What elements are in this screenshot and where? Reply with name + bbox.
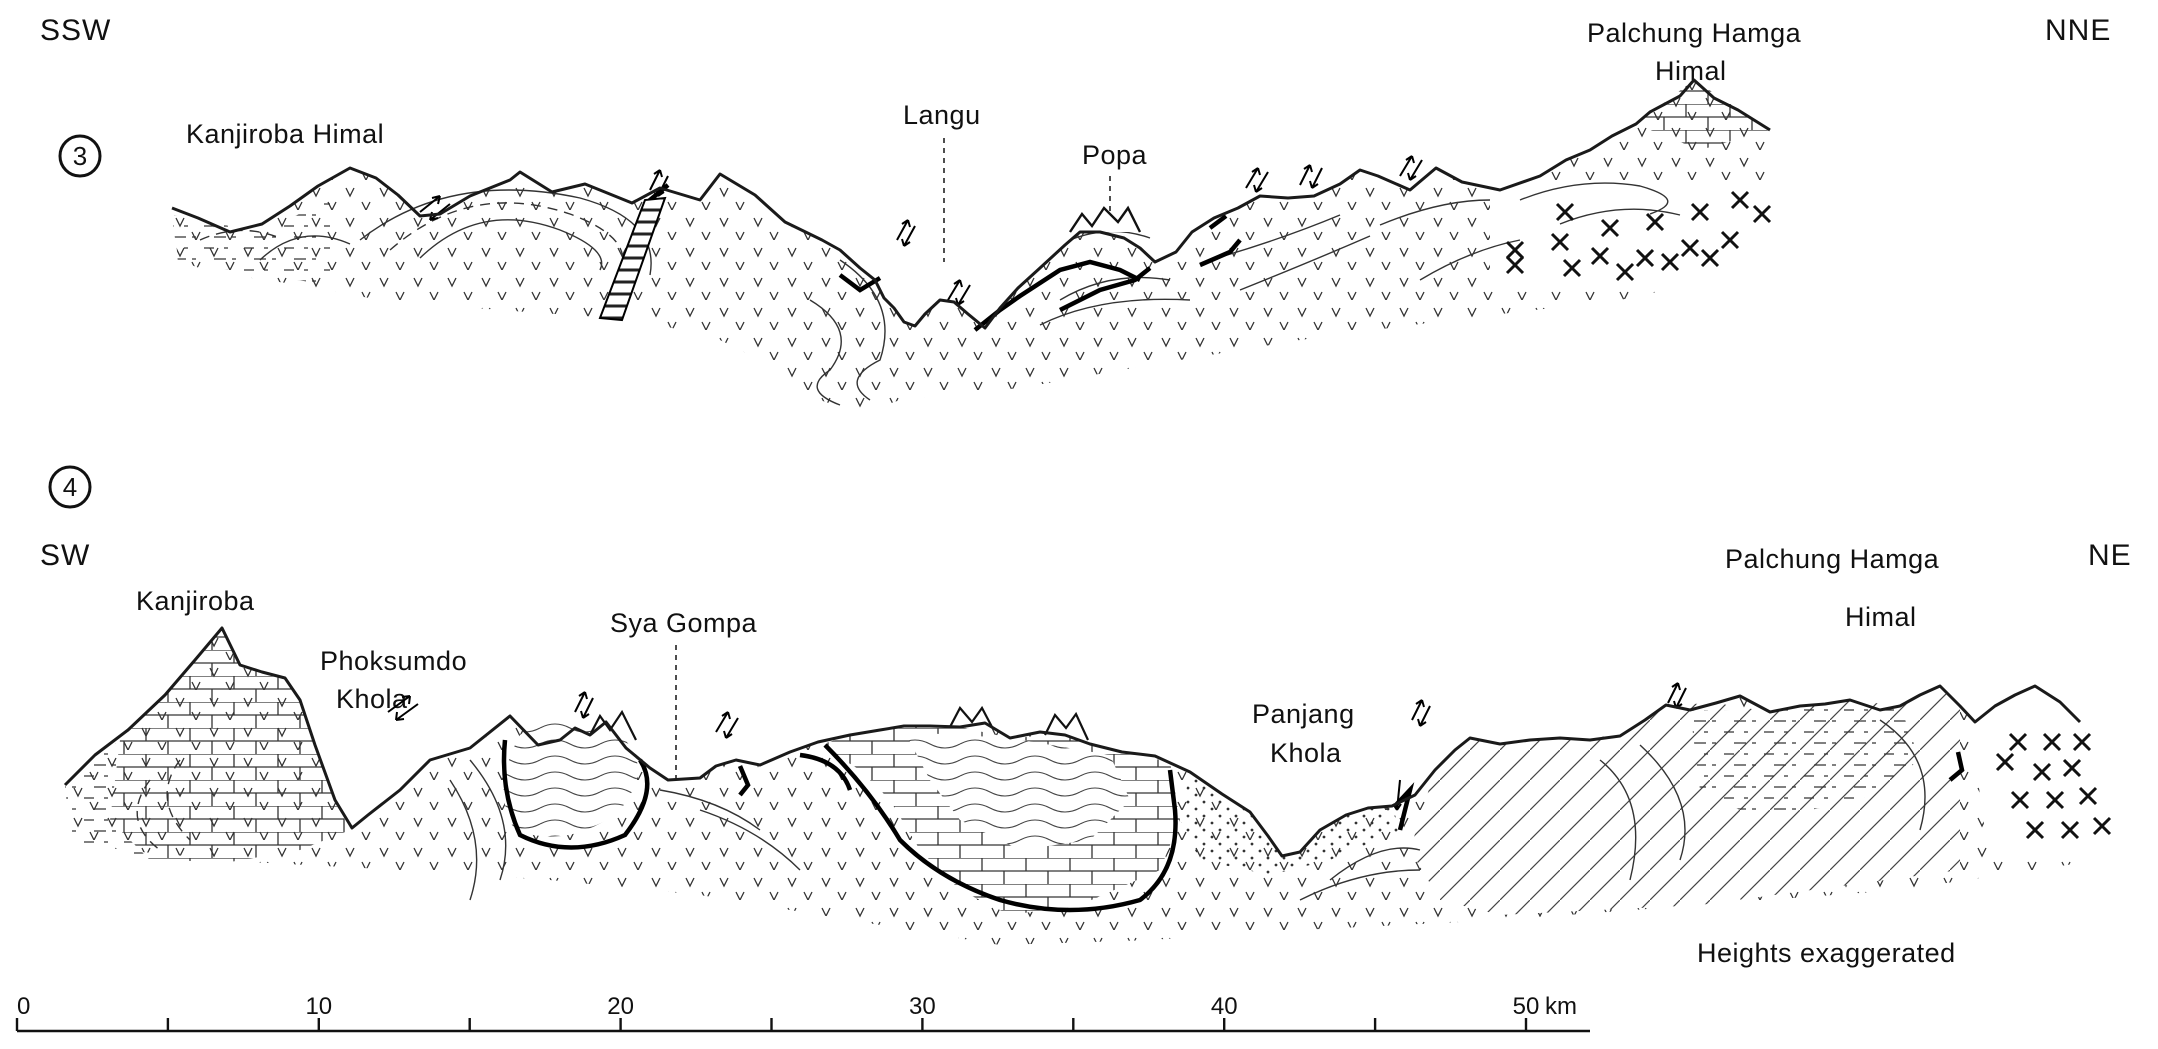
granite-cross-mark [2025,820,2045,840]
section4-right-direction: NE [2088,539,2132,572]
section-3: SSW NNE 3 Kanjiroba Himal Langu Popa Pal… [40,14,2111,414]
granite-cross-mark [1505,255,1525,275]
section3-fault-arrows [419,155,1423,306]
granite-cross-mark [2042,732,2062,752]
section4-thick-horizons [501,739,1965,913]
section3-granite-zone [1490,180,1770,290]
label-phoksumdo-line2: Khola [336,684,408,714]
granite-cross-mark [2060,820,2080,840]
section3-rock-body [172,80,1770,414]
section4-number: 4 [63,472,77,502]
scale-tick-label: 20 [607,993,634,1020]
scale-tick-label: 10 [305,993,332,1020]
label-panjang-line2: Khola [1270,738,1342,768]
label-palchung-hamga-3-line2: Himal [1655,56,1727,86]
section3-right-direction: NNE [2045,14,2111,47]
label-phoksumdo-line1: Phoksumdo [320,646,467,676]
granite-cross-mark [1590,246,1610,266]
granite-cross-mark [1690,202,1710,222]
granite-cross-mark [1995,752,2015,772]
granite-cross-mark [1720,230,1740,250]
section4-dotted-sandstone [1180,772,1400,875]
heights-exaggerated-note: Heights exaggerated [1697,938,1956,968]
label-kanjiroba-himal: Kanjiroba Himal [186,119,384,149]
section3-number: 3 [73,141,87,171]
scale-tick-label: 30 [909,993,936,1020]
section4-number-circle: 4 [48,465,92,509]
label-kanjiroba: Kanjiroba [136,586,255,616]
granite-cross-mark [1550,232,1570,252]
section3-number-circle: 3 [58,134,102,178]
granite-cross-mark [1730,190,1750,210]
scale-unit: km [1545,993,1577,1020]
granite-cross-mark [1505,240,1525,260]
section3-popa-crest [1069,205,1142,233]
label-popa: Popa [1082,140,1148,170]
section3-granite-crosses [1505,190,1772,282]
section3-dike [598,196,667,322]
granite-cross-mark [2008,732,2028,752]
label-palchung-hamga-3-line1: Palchung Hamga [1587,18,1802,48]
section4-kanjiroba-dash-beds [65,740,150,860]
scale-tick-label: 0 [17,993,30,1020]
section3-dashed-beds [172,200,330,285]
section3-palchung-limestone [1636,80,1770,150]
section4-crest-sya [589,709,637,741]
scale-bar-ticks [15,1018,1528,1031]
label-sya-gompa: Sya Gompa [610,608,758,638]
granite-cross-mark [2010,790,2030,810]
granite-cross-mark [1555,202,1575,222]
section4-granite-zone [1975,686,2100,860]
label-palchung-hamga-4-line2: Himal [1845,602,1917,632]
granite-cross-mark [1635,248,1655,268]
section4-ne-dash-overlay [1690,700,1920,820]
granite-cross-mark [1600,218,1620,238]
label-langu: Langu [903,100,981,130]
section4-granite-crosses [1995,732,2112,840]
section4-fold-traces [136,719,1926,901]
label-palchung-hamga-4-line1: Palchung Hamga [1725,544,1940,574]
granite-cross-mark [1700,248,1720,268]
granite-cross-mark [2092,816,2112,836]
section4-sya-syncline-wavy [503,718,638,837]
section4-profile [63,626,2082,858]
scale-tick-label: 50 [1513,993,1540,1020]
granite-cross-mark [1562,258,1582,278]
section4-left-direction: SW [40,539,90,572]
section3-left-direction: SSW [40,14,111,47]
label-panjang-line1: Panjang [1252,699,1355,729]
granite-cross-mark [2032,762,2052,782]
granite-cross-mark [1660,252,1680,272]
granite-cross-mark [1752,204,1772,224]
section3-profile [171,78,1771,330]
granite-cross-mark [1680,238,1700,258]
scale-tick-label: 40 [1211,993,1238,1020]
granite-cross-mark [2078,786,2098,806]
scale-bar-labels: 0 10 20 30 40 50 [17,993,1539,1020]
scale-bar: 0 10 20 30 40 50 km [15,993,1590,1033]
section-4: 4 SW NE Kanjiroba Phoksumdo Khola Sya Go… [40,465,2132,968]
section4-central-syncline-wavy-lines [905,732,1130,850]
granite-cross-mark [2062,758,2082,778]
granite-cross-mark [2045,790,2065,810]
granite-cross-mark [1645,212,1665,232]
section4-fault-arrows [387,682,1687,811]
granite-cross-mark [1615,262,1635,282]
granite-cross-mark [2072,732,2092,752]
